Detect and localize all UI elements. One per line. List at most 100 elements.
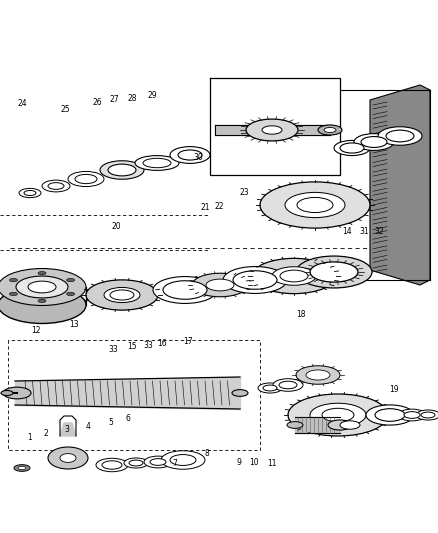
- Ellipse shape: [252, 259, 336, 294]
- Ellipse shape: [206, 279, 234, 291]
- Text: 30: 30: [193, 153, 203, 161]
- Text: 10: 10: [249, 458, 259, 467]
- Ellipse shape: [279, 381, 297, 389]
- Ellipse shape: [416, 410, 438, 420]
- Ellipse shape: [153, 277, 217, 303]
- Ellipse shape: [144, 456, 172, 468]
- Ellipse shape: [192, 273, 248, 297]
- Ellipse shape: [68, 172, 104, 187]
- Ellipse shape: [280, 270, 308, 282]
- Ellipse shape: [361, 136, 387, 148]
- Ellipse shape: [375, 409, 405, 421]
- Ellipse shape: [38, 299, 46, 303]
- Ellipse shape: [404, 411, 420, 418]
- Ellipse shape: [334, 140, 370, 156]
- Ellipse shape: [24, 190, 36, 196]
- Ellipse shape: [258, 383, 282, 393]
- Text: 33: 33: [143, 341, 153, 350]
- Ellipse shape: [310, 262, 358, 282]
- Ellipse shape: [246, 119, 298, 141]
- Ellipse shape: [378, 127, 422, 145]
- Text: 25: 25: [60, 105, 70, 114]
- Ellipse shape: [340, 421, 360, 429]
- Ellipse shape: [86, 280, 158, 310]
- Ellipse shape: [135, 156, 179, 171]
- Ellipse shape: [354, 134, 394, 150]
- Text: 22: 22: [214, 203, 224, 211]
- Ellipse shape: [163, 281, 207, 299]
- Ellipse shape: [310, 403, 366, 427]
- Ellipse shape: [150, 458, 166, 465]
- Ellipse shape: [67, 292, 74, 296]
- Ellipse shape: [232, 390, 248, 397]
- Ellipse shape: [233, 271, 277, 289]
- Ellipse shape: [102, 461, 122, 469]
- Text: 32: 32: [374, 228, 384, 236]
- Ellipse shape: [124, 458, 148, 468]
- Ellipse shape: [28, 281, 56, 293]
- Text: 17: 17: [184, 337, 193, 345]
- Ellipse shape: [1, 391, 13, 395]
- Ellipse shape: [260, 182, 370, 228]
- Ellipse shape: [10, 278, 18, 282]
- Ellipse shape: [161, 451, 205, 469]
- Ellipse shape: [67, 278, 74, 282]
- Text: 31: 31: [360, 228, 369, 236]
- Ellipse shape: [110, 290, 134, 300]
- Text: 4: 4: [86, 422, 91, 431]
- Ellipse shape: [285, 192, 345, 217]
- Text: 8: 8: [205, 449, 209, 457]
- Ellipse shape: [296, 366, 340, 384]
- Ellipse shape: [3, 387, 31, 399]
- Ellipse shape: [42, 180, 70, 192]
- Ellipse shape: [96, 458, 128, 472]
- Text: 11: 11: [267, 459, 276, 468]
- Text: 13: 13: [69, 320, 78, 328]
- Ellipse shape: [322, 408, 354, 422]
- Ellipse shape: [386, 130, 414, 142]
- Text: 21: 21: [200, 204, 210, 212]
- Text: 1: 1: [28, 433, 32, 441]
- Text: 14: 14: [342, 228, 352, 236]
- Text: 27: 27: [110, 95, 120, 103]
- Ellipse shape: [170, 147, 210, 164]
- Ellipse shape: [18, 466, 26, 470]
- Ellipse shape: [75, 174, 97, 184]
- Ellipse shape: [287, 422, 303, 429]
- Ellipse shape: [10, 292, 18, 296]
- Ellipse shape: [288, 394, 388, 436]
- Text: 2: 2: [44, 430, 48, 438]
- Ellipse shape: [296, 256, 372, 288]
- Text: 16: 16: [157, 340, 167, 348]
- Text: 33: 33: [108, 345, 118, 353]
- Text: 18: 18: [297, 310, 306, 319]
- Ellipse shape: [129, 460, 143, 466]
- Ellipse shape: [306, 370, 330, 380]
- Ellipse shape: [19, 188, 41, 198]
- Ellipse shape: [48, 447, 88, 469]
- Ellipse shape: [398, 409, 426, 421]
- Ellipse shape: [100, 161, 144, 179]
- Ellipse shape: [108, 164, 136, 176]
- Text: 3: 3: [64, 425, 69, 434]
- Text: 29: 29: [148, 92, 157, 100]
- Ellipse shape: [104, 287, 140, 303]
- Ellipse shape: [38, 271, 46, 275]
- Text: 6: 6: [125, 415, 131, 423]
- Ellipse shape: [328, 420, 352, 430]
- Ellipse shape: [272, 266, 316, 285]
- Text: 23: 23: [240, 189, 249, 197]
- Text: 28: 28: [127, 94, 137, 102]
- Ellipse shape: [0, 269, 86, 305]
- Ellipse shape: [14, 465, 30, 471]
- Polygon shape: [370, 85, 430, 285]
- Ellipse shape: [340, 143, 364, 153]
- Text: 19: 19: [389, 385, 399, 393]
- Ellipse shape: [178, 150, 202, 160]
- Ellipse shape: [318, 125, 342, 135]
- Ellipse shape: [16, 276, 68, 298]
- Text: 7: 7: [173, 459, 178, 468]
- Text: 9: 9: [236, 458, 241, 467]
- Ellipse shape: [0, 287, 86, 324]
- Ellipse shape: [262, 126, 282, 134]
